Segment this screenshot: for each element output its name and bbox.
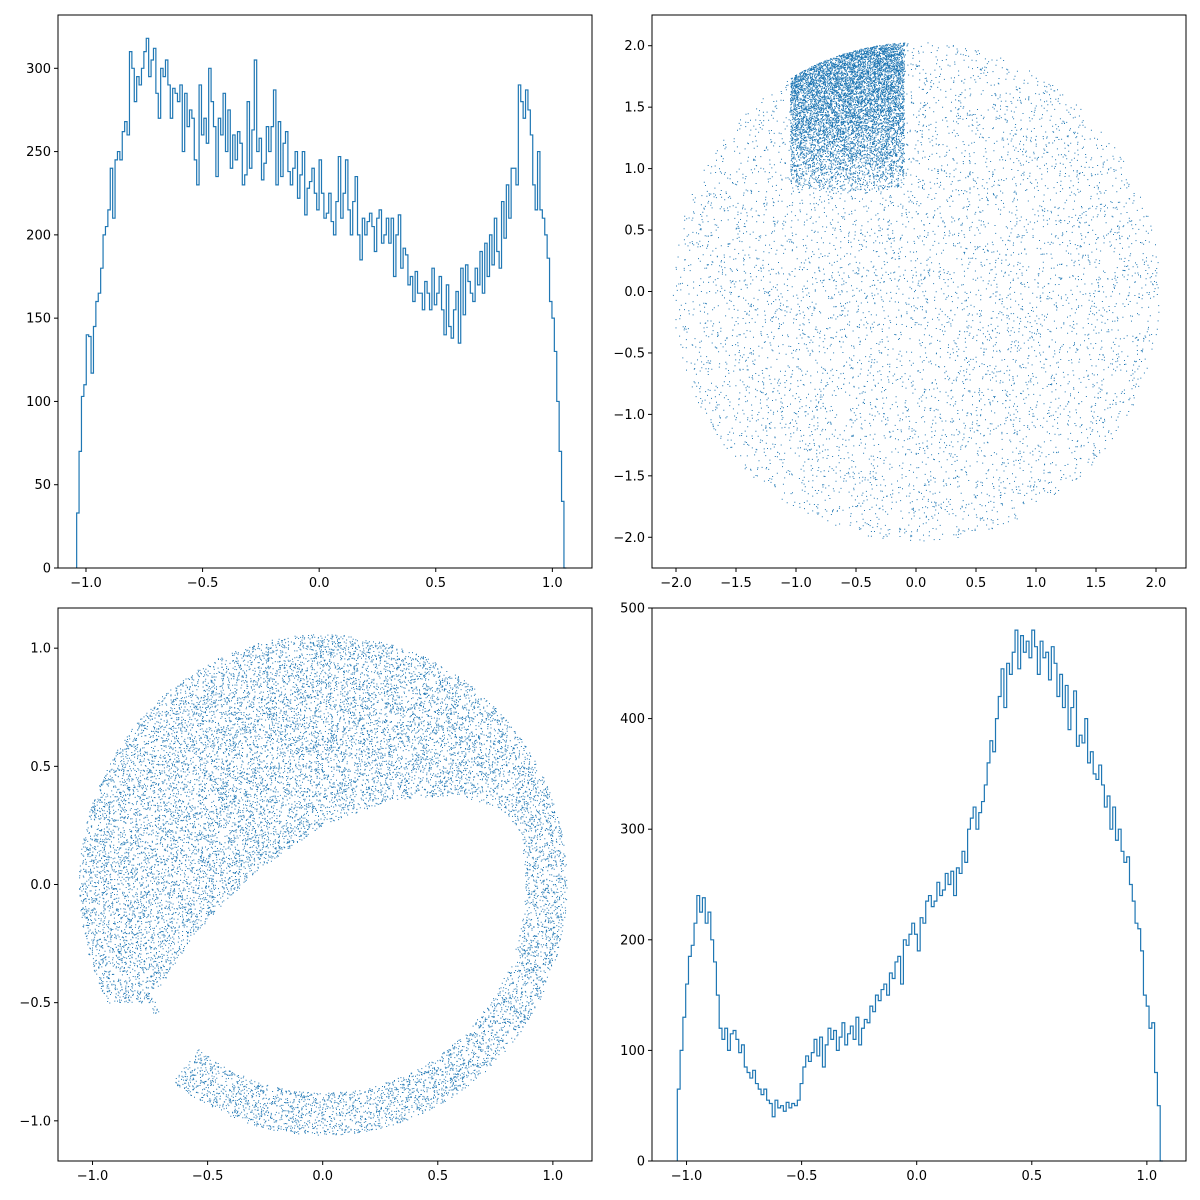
y-tick-label: 150 <box>26 312 51 327</box>
y-tick-label: 1.0 <box>30 642 51 657</box>
y-tick-label: 400 <box>620 712 645 727</box>
x-tick-label: 0.5 <box>427 1169 448 1184</box>
x-tick-label: −0.5 <box>786 1169 818 1184</box>
y-tick-label: 0.5 <box>30 760 51 775</box>
scatter-top-right: −2.0 −1.5 −1.0 −0.5 0.0 0.5 1.0 1.5 2.0 −2.0 −1.5 −… <box>613 14 1187 591</box>
x-tick-label: 0.0 <box>906 1169 927 1184</box>
y-tick-label: −0.5 <box>19 996 51 1011</box>
y-tick-label: 300 <box>26 62 51 77</box>
x-tick-label: 1.0 <box>1137 1169 1158 1184</box>
x-tick-label: 0.5 <box>1021 1169 1042 1184</box>
x-tick-label: 0.0 <box>906 576 927 591</box>
y-tick-label: 0.5 <box>624 224 645 239</box>
y-tick-label: 250 <box>26 145 51 160</box>
y-tick-label: 50 <box>34 478 51 493</box>
axes-frame <box>57 14 593 569</box>
y-tick-label: −0.5 <box>613 346 645 361</box>
y-tick-label: 300 <box>620 823 645 838</box>
x-tick-label: 0.5 <box>966 576 987 591</box>
axes-frame <box>57 607 593 1162</box>
y-tick-label: 0 <box>637 1155 645 1170</box>
scatter-points <box>79 634 568 1136</box>
x-tick-label: 0.0 <box>309 576 330 591</box>
x-tick-label: 1.0 <box>1026 576 1047 591</box>
axes-frame <box>651 14 1187 569</box>
y-tick-label: 100 <box>620 1044 645 1059</box>
histogram-bottom-right: −1.0 −0.5 0.0 0.5 1.0 0 100 200 300 400 500 <box>620 602 1187 1184</box>
histogram-step-line <box>76 37 567 569</box>
y-tick-label: −1.0 <box>613 408 645 423</box>
y-tick-label: 200 <box>620 933 645 948</box>
x-tick-label: −1.0 <box>671 1169 703 1184</box>
x-tick-label: 1.0 <box>542 576 563 591</box>
histogram-step-line <box>676 629 1163 1162</box>
scatter-bottom-left: −1.0 −0.5 0.0 0.5 1.0 −1.0 −0.5 0.0 0.5 1.0 <box>19 607 593 1184</box>
x-tick-label: −0.5 <box>187 576 219 591</box>
x-tick-label: −1.0 <box>77 1169 109 1184</box>
y-tick-label: 0 <box>43 562 51 577</box>
y-tick-label: 500 <box>620 602 645 617</box>
y-tick-label: 0.0 <box>30 878 51 893</box>
y-tick-label: −1.0 <box>19 1114 51 1129</box>
x-tick-label: 0.0 <box>312 1169 333 1184</box>
x-tick-label: −2.0 <box>660 576 692 591</box>
x-tick-label: −1.5 <box>720 576 752 591</box>
y-tick-label: 200 <box>26 228 51 243</box>
scatter-point-cloud <box>79 634 568 1136</box>
x-tick-label: −1.0 <box>70 576 102 591</box>
y-tick-label: −1.5 <box>613 469 645 484</box>
x-tick-label: −0.5 <box>840 576 872 591</box>
x-tick-label: −0.5 <box>192 1169 224 1184</box>
x-tick-label: 1.0 <box>543 1169 564 1184</box>
y-tick-label: 0.0 <box>624 285 645 300</box>
y-tick-label: 100 <box>26 395 51 410</box>
axes-frame <box>651 607 1187 1162</box>
x-tick-label: 0.5 <box>425 576 446 591</box>
y-tick-label: 1.0 <box>624 162 645 177</box>
scatter-point-cloud <box>672 42 1160 542</box>
x-tick-label: 2.0 <box>1146 576 1167 591</box>
x-tick-label: 1.5 <box>1086 576 1107 591</box>
y-tick-label: −2.0 <box>613 531 645 546</box>
histogram-top-left: −1.0 −0.5 0.0 0.5 1.0 0 50 100 150 200 250 300 <box>26 14 593 591</box>
x-tick-label: −1.0 <box>780 576 812 591</box>
y-tick-label: 1.5 <box>624 101 645 116</box>
y-tick-label: 2.0 <box>624 39 645 54</box>
scatter-points <box>672 42 1160 542</box>
